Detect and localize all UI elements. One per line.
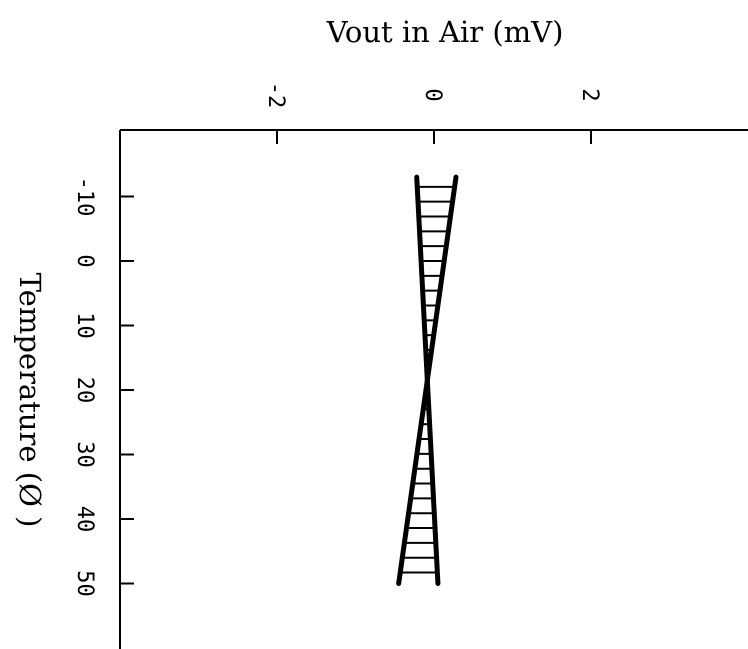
- x-tick-label: 0: [72, 254, 97, 267]
- series-line-2: [414, 174, 441, 586]
- x-tick-label: 10: [72, 312, 97, 339]
- y-axis-title: Vout in Air (mV): [326, 15, 564, 49]
- x-tick-label: 50: [72, 570, 97, 597]
- plot-frame: [119, 129, 748, 649]
- x-tick-label: -10: [72, 177, 97, 217]
- x-tick-label: 20: [72, 377, 97, 404]
- chart-marks: [396, 174, 459, 586]
- y-tick-label: 0: [420, 88, 445, 101]
- y-tick-label: -2: [263, 82, 288, 109]
- y-tick-label: 2: [577, 88, 602, 101]
- x-tick-label: 40: [72, 506, 97, 533]
- x-tick-label: 30: [72, 441, 97, 468]
- x-axis-title: Temperature (Ø ): [13, 273, 47, 528]
- chart-ticks: -10 0 10 20 30 40 50 -2 0 2: [72, 82, 602, 597]
